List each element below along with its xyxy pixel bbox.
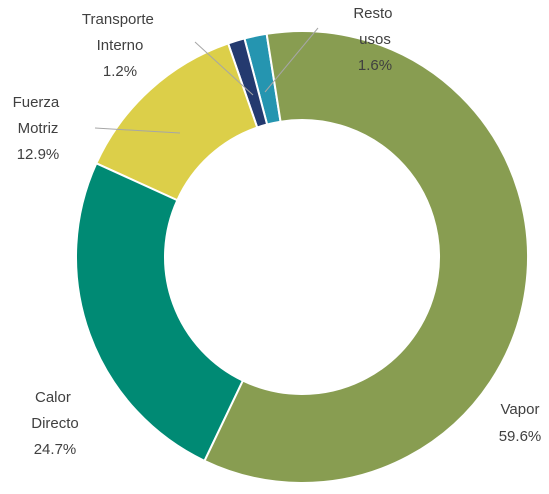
leader-line xyxy=(94,127,181,134)
donut-slice xyxy=(203,30,529,484)
category-label: Vapor xyxy=(501,401,540,418)
category-label: Resto usos xyxy=(353,5,396,48)
leader-line xyxy=(264,27,319,93)
label-line: Resto xyxy=(353,5,396,22)
value-label: 1.6% xyxy=(358,57,392,74)
label-line: Motriz xyxy=(18,120,59,137)
label-line: Transporte xyxy=(82,11,158,28)
value-label: 24.7% xyxy=(34,441,77,458)
label-line: Directo xyxy=(31,415,79,432)
category-label: Transporte Interno xyxy=(82,11,158,54)
donut-slice xyxy=(94,42,259,202)
category-label: Fuerza Motriz xyxy=(13,94,64,137)
label-line: Vapor xyxy=(501,401,540,418)
label-line: usos xyxy=(359,31,391,48)
value-label: 12.9% xyxy=(17,146,60,163)
donut-slice xyxy=(75,162,245,463)
label-line: Interno xyxy=(97,37,144,54)
leader-line xyxy=(194,41,254,96)
category-label: Calor Directo xyxy=(31,389,79,432)
value-label: 1.2% xyxy=(103,63,137,80)
value-label: 59.6% xyxy=(499,428,542,445)
label-line: Fuerza xyxy=(13,94,64,111)
label-line: Calor xyxy=(35,389,75,406)
